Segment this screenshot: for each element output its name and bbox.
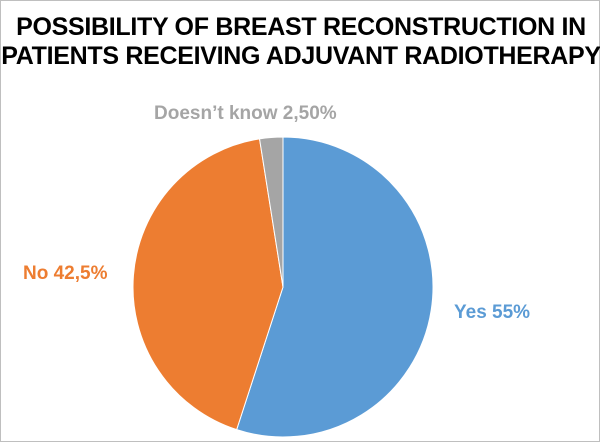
chart-title-line-2: PATIENTS RECEIVING ADJUVANT RADIOTHERAPY <box>1 42 600 70</box>
chart-title-line-1: POSSIBILITY OF BREAST RECONSTRUCTION IN <box>16 13 586 41</box>
chart-title: POSSIBILITY OF BREAST RECONSTRUCTION IN … <box>1 13 600 71</box>
pie-slice-no <box>132 138 284 431</box>
slice-label-no: No 42,5% <box>23 263 108 284</box>
pie-slice-doesn-t-know <box>258 136 284 288</box>
pie-slice-yes <box>236 136 434 438</box>
slice-label-yes: Yes 55% <box>454 302 531 323</box>
slice-label-doesnt-know: Doesn’t know 2,50% <box>154 103 337 124</box>
